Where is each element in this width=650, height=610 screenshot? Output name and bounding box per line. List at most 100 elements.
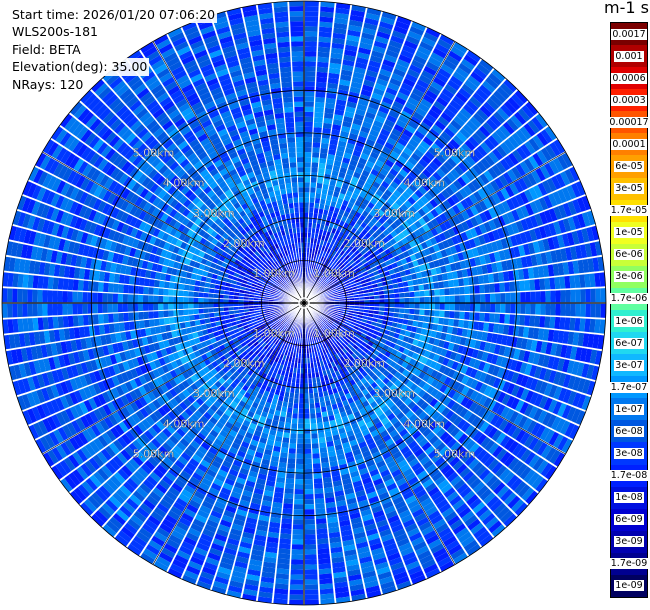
range-gate-cell	[484, 254, 491, 264]
range-gate-cell	[190, 392, 199, 401]
range-gate-cell	[567, 261, 575, 275]
range-gate-cell	[164, 381, 173, 391]
range-gate-cell	[506, 395, 516, 408]
range-gate-cell	[358, 232, 365, 240]
range-gate-cell	[169, 369, 178, 379]
range-gate-cell	[513, 180, 524, 193]
range-gate-cell	[347, 461, 357, 469]
range-gate-cell	[321, 137, 330, 144]
range-gate-cell	[586, 227, 595, 242]
range-gate-cell	[423, 32, 438, 43]
range-gate-cell	[412, 430, 422, 440]
range-gate-cell	[327, 237, 333, 244]
range-gate-cell	[310, 327, 314, 333]
range-gate-cell	[288, 397, 294, 404]
range-gate-cell	[427, 276, 434, 283]
ppi-ray	[102, 303, 304, 538]
range-gate-cell	[361, 428, 370, 437]
range-gate-cell	[570, 246, 578, 260]
range-gate-cell	[502, 172, 513, 185]
range-gate-cell	[240, 494, 252, 503]
range-gate-cell	[329, 62, 342, 70]
range-gate-cell	[450, 119, 462, 131]
range-gate-cell	[334, 229, 341, 236]
range-gate-cell	[408, 138, 419, 148]
range-gate-cell	[340, 437, 349, 444]
range-gate-cell	[567, 390, 577, 405]
range-gate-cell	[455, 363, 464, 373]
range-gate-cell	[384, 91, 396, 101]
range-gate-cell	[500, 142, 512, 155]
range-gate-cell	[349, 197, 357, 205]
range-gate-cell	[288, 318, 293, 324]
range-gate-cell	[395, 272, 402, 278]
range-gate-cell	[349, 305, 355, 309]
range-gate-cell	[540, 341, 548, 354]
range-gate-cell	[516, 446, 528, 460]
range-gate-cell	[318, 558, 331, 565]
range-gate-cell	[495, 161, 507, 174]
range-gate-cell	[293, 509, 304, 515]
range-gate-cell	[388, 331, 395, 337]
range-gate-cell	[340, 411, 347, 418]
range-gate-cell	[162, 518, 175, 530]
range-gate-cell	[342, 354, 349, 360]
range-gate-cell	[404, 40, 418, 50]
range-gate-cell	[384, 455, 395, 465]
range-gate-cell	[198, 385, 207, 394]
range-gate-cell	[419, 303, 425, 309]
range-gate-cell	[279, 543, 291, 550]
range-gate-cell	[291, 549, 304, 555]
range-gate-cell	[182, 389, 191, 398]
range-gate-cell	[392, 317, 399, 323]
range-gate-cell	[547, 264, 555, 277]
range-gate-cell	[354, 267, 361, 273]
range-gate-cell	[452, 215, 461, 225]
range-gate-cell	[399, 308, 405, 314]
range-gate-cell	[263, 368, 270, 375]
range-gate-cell	[386, 425, 396, 434]
range-gate-cell	[442, 240, 450, 249]
range-gate-cell	[304, 6, 319, 12]
ppi-ray	[273, 303, 304, 605]
range-gate-cell	[315, 412, 322, 419]
range-gate-cell	[304, 348, 307, 354]
range-gate-cell	[330, 285, 336, 290]
range-gate-cell	[455, 91, 469, 103]
range-gate-cell	[532, 352, 541, 365]
range-gate-cell	[325, 163, 333, 170]
ppi-ray	[304, 303, 539, 505]
range-gate-cell	[500, 406, 510, 419]
range-gate-cell	[299, 388, 304, 394]
range-gate-cell	[439, 384, 448, 393]
range-gate-cell	[342, 121, 352, 128]
range-gate-cell	[326, 194, 333, 201]
range-gate-cell	[360, 126, 371, 134]
range-gate-cell	[502, 271, 510, 282]
range-gate-cell	[351, 406, 359, 414]
range-gate-cell	[353, 66, 366, 75]
range-gate-cell	[293, 504, 304, 510]
range-gate-cell	[327, 82, 338, 90]
range-gate-cell	[109, 516, 123, 530]
range-gate-cell	[268, 526, 280, 534]
range-gate-cell	[293, 331, 297, 337]
range-gate-cell	[318, 563, 332, 570]
range-gate-cell	[393, 123, 405, 133]
range-gate-cell	[507, 270, 515, 281]
range-gate-cell	[412, 417, 422, 427]
range-gate-cell	[378, 185, 387, 193]
range-gate-cell	[348, 267, 355, 273]
range-gate-cell	[562, 262, 570, 275]
range-gate-cell	[324, 431, 332, 438]
range-gate-cell	[139, 527, 153, 539]
range-gate-cell	[421, 232, 430, 241]
range-gate-cell	[334, 413, 341, 420]
range-gate-cell	[402, 319, 409, 325]
range-gate-cell	[564, 169, 575, 184]
range-gate-cell	[439, 445, 450, 456]
range-gate-cell	[340, 204, 347, 211]
range-gate-cell	[542, 180, 552, 194]
range-gate-cell	[488, 520, 502, 534]
range-gate-cell	[324, 168, 332, 175]
